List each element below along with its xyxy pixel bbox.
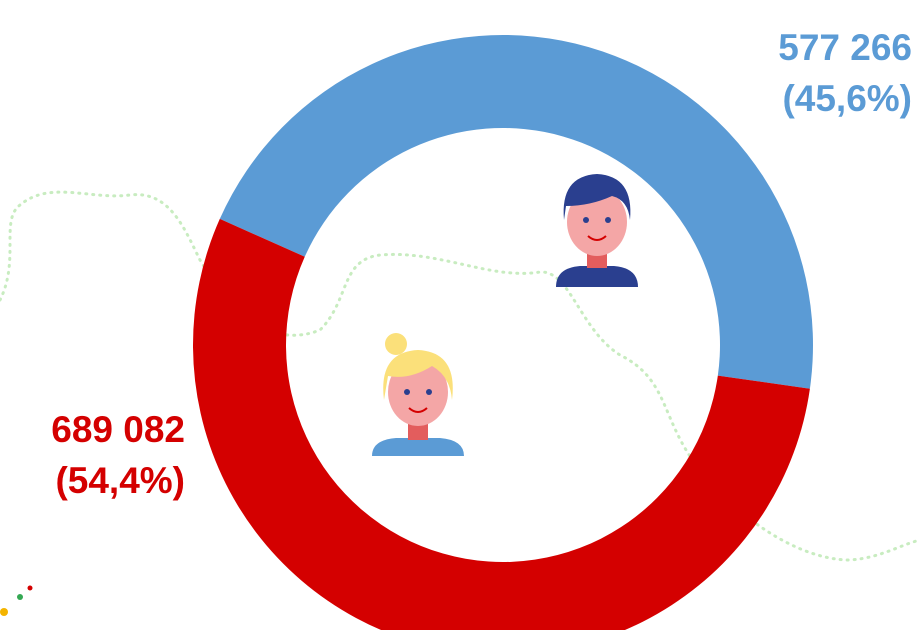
value-label: 577 266 (778, 27, 912, 68)
chart: 577 266 (45,6%) 689 082 (54,4%) (0, 0, 920, 630)
logo-dots (0, 586, 33, 617)
value-label: 689 082 (51, 409, 185, 450)
woman-icon (372, 333, 464, 456)
donut (193, 35, 813, 630)
percent-label: (54,4%) (55, 460, 185, 501)
donut-segment (220, 35, 813, 389)
percent-label: (45,6%) (782, 78, 912, 119)
man-icon (556, 174, 638, 287)
